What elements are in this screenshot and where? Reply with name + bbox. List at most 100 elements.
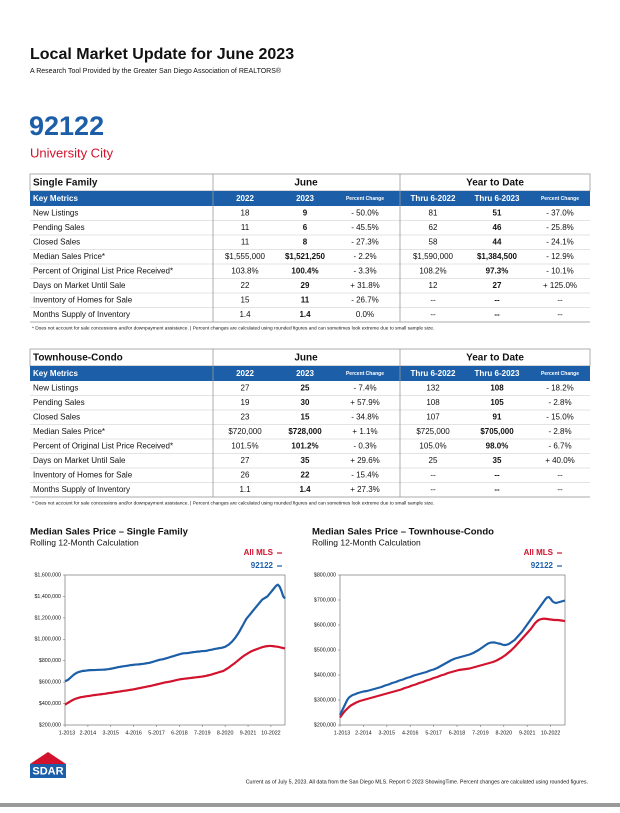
footer-text: Current as of July 5, 2023. All data fro… (246, 778, 588, 785)
column-header: 2022 (236, 369, 254, 378)
table-cell: 15 (241, 296, 250, 305)
table-header (30, 366, 590, 381)
table-cell: - 0.3% (353, 442, 376, 451)
table-cell: -- (557, 310, 563, 319)
table-cell: $725,000 (416, 427, 450, 436)
column-header: Key Metrics (33, 194, 78, 203)
footnote: * Does not account for sale concessions … (32, 325, 434, 331)
table-cell: - 18.2% (546, 384, 574, 393)
x-tick-label: 6-2018 (171, 730, 188, 736)
x-tick-label: 10-2022 (541, 730, 560, 736)
table-cell: - 45.5% (351, 223, 379, 232)
y-tick-label: $600,000 (314, 622, 336, 628)
table-title: Townhouse-Condo (33, 353, 123, 364)
table-cell: 25 (301, 384, 310, 393)
series-line (339, 617, 566, 719)
table-cell: Closed Sales (33, 413, 80, 422)
table-cell: -- (430, 296, 436, 305)
table-cell: 46 (493, 223, 502, 232)
legend-label: All MLS (244, 548, 274, 557)
x-tick-label: 3-2015 (103, 730, 120, 736)
table-cell: -- (557, 471, 563, 480)
table-cell: 30 (301, 398, 310, 407)
table-cell: 81 (429, 209, 438, 218)
table-cell: + 40.0% (545, 456, 575, 465)
chart-subtitle: Rolling 12-Month Calculation (30, 537, 139, 547)
table-cell: - 27.3% (351, 238, 379, 247)
column-group: Year to Date (466, 178, 524, 189)
table-cell: $705,000 (480, 427, 514, 436)
table-cell: -- (430, 471, 436, 480)
table-cell: 26 (241, 471, 250, 480)
table-cell: - 10.1% (546, 267, 574, 276)
table-cell: - 15.4% (351, 471, 379, 480)
series-line (64, 583, 286, 683)
table-cell: 91 (493, 413, 502, 422)
y-tick-label: $1,600,000 (34, 572, 61, 578)
table-cell: Median Sales Price* (33, 427, 105, 436)
table-cell: Percent of Original List Price Received* (33, 267, 173, 276)
table-cell: - 2.2% (353, 252, 376, 261)
table-cell: 15 (301, 413, 310, 422)
table-cell: - 25.8% (546, 223, 574, 232)
table-cell: - 34.8% (351, 413, 379, 422)
table-cell: -- (494, 485, 500, 494)
table-cell: New Listings (33, 209, 78, 218)
column-header: Percent Change (541, 371, 579, 377)
y-tick-label: $1,400,000 (34, 594, 61, 600)
table-cell: Days on Market Until Sale (33, 456, 126, 465)
table-cell: 0.0% (356, 310, 374, 319)
table-cell: - 2.8% (548, 427, 571, 436)
table-cell: 27 (241, 384, 250, 393)
x-tick-label: 1-2013 (59, 730, 76, 736)
chart-subtitle: Rolling 12-Month Calculation (312, 537, 421, 547)
y-tick-label: $200,000 (39, 722, 61, 728)
y-tick-label: $700,000 (314, 597, 336, 603)
column-header: 2022 (236, 194, 254, 203)
chart-title: Median Sales Price – Townhouse-Condo (312, 527, 494, 538)
table-cell: $1,590,000 (413, 252, 454, 261)
table-cell: 22 (301, 471, 310, 480)
table-cell: + 125.0% (543, 281, 577, 290)
column-header: 2023 (296, 194, 314, 203)
table-cell: 62 (429, 223, 438, 232)
x-tick-label: 6-2018 (449, 730, 466, 736)
report-title: Local Market Update for June 2023 (30, 46, 294, 63)
y-tick-label: $400,000 (39, 701, 61, 707)
table-cell: - 37.0% (546, 209, 574, 218)
column-header: 2023 (296, 369, 314, 378)
table-cell: Months Supply of Inventory (33, 485, 130, 494)
table-title: Single Family (33, 178, 98, 189)
table-cell: 11 (301, 296, 310, 305)
legend-label: 92122 (531, 561, 554, 570)
table-cell: - 6.7% (548, 442, 571, 451)
table-cell: - 24.1% (546, 238, 574, 247)
y-tick-label: $800,000 (39, 658, 61, 664)
table-cell: 1.1 (239, 485, 251, 494)
y-tick-label: $600,000 (39, 680, 61, 686)
table-cell: 100.4% (291, 267, 318, 276)
logo-roof (30, 752, 66, 764)
y-tick-label: $200,000 (314, 722, 336, 728)
column-group: Year to Date (466, 353, 524, 364)
series-line (64, 644, 286, 706)
table-cell: -- (494, 310, 500, 319)
table-cell: $720,000 (228, 427, 262, 436)
table-cell: 23 (241, 413, 250, 422)
table-cell: 29 (301, 281, 310, 290)
column-header: Key Metrics (33, 369, 78, 378)
column-header: Thru 6-2023 (475, 369, 520, 378)
series-line (339, 595, 566, 716)
table-cell: 105.0% (419, 442, 446, 451)
table-cell: 9 (303, 209, 308, 218)
x-tick-label: 5-2017 (425, 730, 442, 736)
footnote: * Does not account for sale concessions … (32, 500, 434, 506)
table-cell: 11 (241, 223, 250, 232)
x-tick-label: 7-2019 (194, 730, 211, 736)
legend-label: 92122 (251, 561, 274, 570)
plot-frame (339, 574, 566, 726)
table-cell: -- (430, 485, 436, 494)
column-header: Thru 6-2022 (411, 369, 456, 378)
table-cell: 103.8% (231, 267, 258, 276)
